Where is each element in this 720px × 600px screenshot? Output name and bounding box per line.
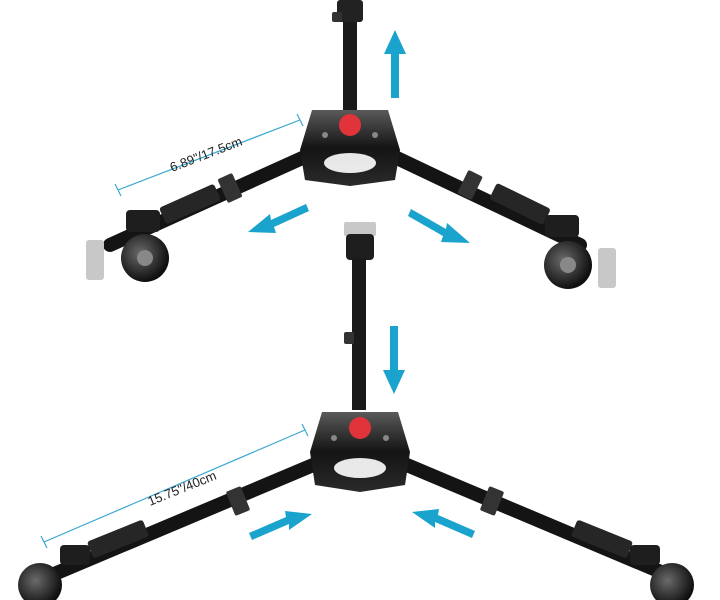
bottom-arrow-in-right-icon bbox=[412, 509, 475, 538]
top-center-column bbox=[343, 0, 357, 120]
top-arrow-out-right-icon bbox=[408, 209, 470, 243]
bottom-arrow-in-left-icon bbox=[249, 511, 312, 540]
bottom-hub bbox=[310, 412, 410, 492]
top-dolly: 6.89"/17.5cm bbox=[86, 0, 616, 289]
top-arrow-up-icon bbox=[384, 30, 406, 98]
bottom-head-plate bbox=[344, 222, 376, 236]
bottom-dimension-line bbox=[40, 423, 309, 549]
bottom-arrow-down-icon bbox=[383, 326, 405, 394]
top-right-wheel bbox=[544, 215, 616, 289]
top-dimension-line bbox=[114, 113, 304, 197]
bottom-dolly: 15.75"/40cm bbox=[18, 222, 694, 600]
top-hub bbox=[300, 110, 400, 186]
top-arrow-out-left-icon bbox=[248, 204, 309, 233]
top-brand-badge bbox=[339, 114, 361, 136]
top-left-wheel bbox=[86, 210, 169, 282]
bottom-left-wheel bbox=[18, 545, 90, 600]
bottom-brand-badge bbox=[349, 417, 371, 439]
bottom-center-column bbox=[352, 258, 366, 410]
top-column-clamp bbox=[337, 0, 363, 22]
bottom-right-wheel bbox=[630, 545, 694, 600]
top-dimension-label: 6.89"/17.5cm bbox=[168, 133, 244, 174]
